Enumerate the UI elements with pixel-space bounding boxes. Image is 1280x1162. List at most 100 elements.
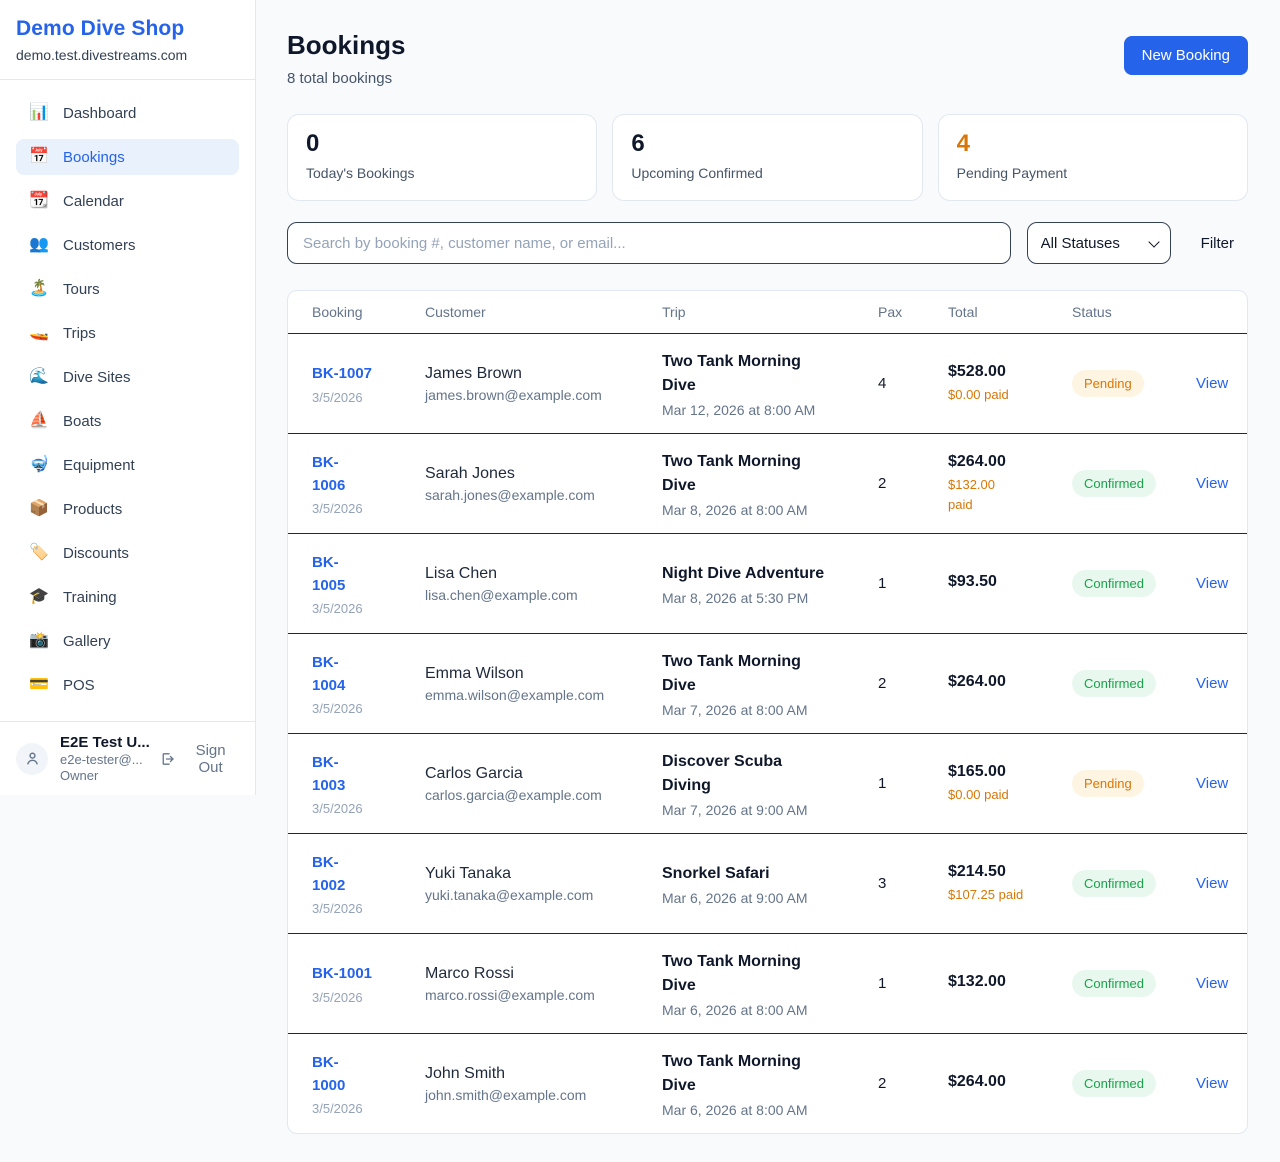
sidebar-item-pos[interactable]: 💳 POS xyxy=(16,667,239,703)
user-role: Owner xyxy=(60,768,99,783)
sidebar-item-training[interactable]: 🎓 Training xyxy=(16,579,239,615)
stat-card: 0 Today's Bookings xyxy=(287,114,598,201)
booking-date: 3/5/2026 xyxy=(312,1101,363,1117)
sidebar-item-bookings[interactable]: 📅 Bookings xyxy=(16,139,239,175)
customer-name: Carlos Garcia xyxy=(425,764,523,782)
status-select[interactable]: All Statuses xyxy=(1026,222,1171,264)
filter-button[interactable]: Filter xyxy=(1187,235,1248,252)
booking-number-link[interactable]: BK- 1006 xyxy=(312,453,346,494)
booking-date: 3/5/2026 xyxy=(312,501,363,517)
customer-email: lisa.chen@example.com xyxy=(425,586,578,603)
sidebar-item-tours[interactable]: 🏝️ Tours xyxy=(16,271,239,307)
stat-card: 4 Pending Payment xyxy=(937,114,1248,201)
sidebar-item-label: Bookings xyxy=(63,148,125,166)
booking-number-link[interactable]: BK- 1003 xyxy=(312,753,346,794)
sign-out-button[interactable]: Sign Out xyxy=(160,742,239,776)
stat-card: 6 Upcoming Confirmed xyxy=(612,114,923,201)
calendar-icon: 📆 xyxy=(29,192,49,209)
sidebar-item-dashboard[interactable]: 📊 Dashboard xyxy=(16,95,239,131)
table-row: BK- 1004 3/5/2026 Emma Wilson emma.wilso… xyxy=(288,633,1247,733)
customer-name: James Brown xyxy=(425,364,522,382)
table-row: BK- 1005 3/5/2026 Lisa Chen lisa.chen@ex… xyxy=(288,533,1247,633)
actions-cell: View xyxy=(1172,361,1247,406)
status-badge: Confirmed xyxy=(1072,570,1156,597)
booking-number-link[interactable]: BK- 1000 xyxy=(312,1053,346,1094)
sidebar-item-boats[interactable]: ⛵ Boats xyxy=(16,403,239,439)
view-link[interactable]: View xyxy=(1196,1075,1229,1092)
sidebar-item-dive-sites[interactable]: 🌊 Dive Sites xyxy=(16,359,239,395)
paid-amount: $0.00 paid xyxy=(948,786,1009,802)
customer-name: Lisa Chen xyxy=(425,564,498,582)
total-cell: $264.00 xyxy=(924,1059,1048,1109)
pax-cell: 1 xyxy=(878,975,887,992)
column-header-pax: Pax xyxy=(878,304,903,320)
customer-email: marco.rossi@example.com xyxy=(425,986,595,1003)
view-link[interactable]: View xyxy=(1196,575,1229,592)
pax-cell: 1 xyxy=(878,775,887,792)
total-cell: $165.00 $0.00 paid xyxy=(924,749,1048,819)
new-booking-button[interactable]: New Booking xyxy=(1123,36,1248,75)
view-link[interactable]: View xyxy=(1196,875,1229,892)
sidebar-item-trips[interactable]: 🚤 Trips xyxy=(16,315,239,351)
view-link[interactable]: View xyxy=(1196,375,1229,392)
sidebar-item-label: Equipment xyxy=(63,456,135,474)
customer-name: Emma Wilson xyxy=(425,664,524,682)
view-link[interactable]: View xyxy=(1196,675,1229,692)
view-link[interactable]: View xyxy=(1196,775,1229,792)
sidebar-item-gallery[interactable]: 📸 Gallery xyxy=(16,623,239,659)
customer-name: John Smith xyxy=(425,1064,506,1082)
user-meta: E2E Test U... e2e-tester@... Owner xyxy=(60,734,150,783)
sidebar-item-calendar[interactable]: 📆 Calendar xyxy=(16,183,239,219)
page-header: Bookings 8 total bookings New Booking xyxy=(287,30,1248,87)
booking-number-link[interactable]: BK-1001 xyxy=(312,965,373,983)
booking-number-link[interactable]: BK- 1004 xyxy=(312,653,346,694)
actions-cell: View xyxy=(1172,1061,1247,1106)
view-link[interactable]: View xyxy=(1196,975,1229,992)
table-row: BK- 1003 3/5/2026 Carlos Garcia carlos.g… xyxy=(288,733,1247,833)
island-icon: 🏝️ xyxy=(29,280,49,297)
sidebar-item-label: Customers xyxy=(63,236,136,254)
wave-icon: 🌊 xyxy=(29,368,49,385)
actions-cell: View xyxy=(1172,561,1247,606)
table-header-row: Booking Customer Trip Pax Total Status xyxy=(288,291,1247,333)
status-badge: Confirmed xyxy=(1072,970,1156,997)
status-cell: Confirmed xyxy=(1048,1056,1172,1111)
user-icon xyxy=(26,752,38,765)
bookings-table: Booking Customer Trip Pax Total Status B… xyxy=(287,290,1248,1134)
sidebar-item-label: Products xyxy=(63,500,123,518)
trip-datetime: Mar 8, 2026 at 8:00 AM xyxy=(662,501,808,518)
user-box: E2E Test U... e2e-tester@... Owner Sign … xyxy=(0,721,255,795)
trip-name: Two Tank Morning Dive xyxy=(662,352,801,394)
bar-chart-icon: 📊 xyxy=(29,104,49,121)
sidebar-item-label: Trips xyxy=(63,324,96,342)
booking-date: 3/5/2026 xyxy=(312,989,363,1005)
table-row: BK- 1000 3/5/2026 John Smith john.smith@… xyxy=(288,1033,1247,1133)
sailboat-icon: ⛵ xyxy=(29,412,49,429)
column-header-booking: Booking xyxy=(312,304,363,320)
booking-number-link[interactable]: BK- 1002 xyxy=(312,853,346,894)
booking-number-link[interactable]: BK-1007 xyxy=(312,365,373,383)
search-input[interactable] xyxy=(287,222,1011,264)
trip-datetime: Mar 6, 2026 at 8:00 AM xyxy=(662,1101,808,1118)
booking-date: 3/5/2026 xyxy=(312,389,363,405)
sidebar-item-products[interactable]: 📦 Products xyxy=(16,491,239,527)
sidebar-nav: 📊 Dashboard 📅 Bookings 📆 Calendar 👥 Cust… xyxy=(0,80,255,721)
trip-name: Two Tank Morning Dive xyxy=(662,1052,801,1094)
actions-cell: View xyxy=(1172,761,1247,806)
sidebar-item-discounts[interactable]: 🏷️ Discounts xyxy=(16,535,239,571)
camera-icon: 📸 xyxy=(29,632,49,649)
booking-number-link[interactable]: BK- 1005 xyxy=(312,553,346,594)
status-cell: Confirmed xyxy=(1048,456,1172,511)
booking-cell: BK- 1002 3/5/2026 xyxy=(288,837,401,931)
sidebar-item-equipment[interactable]: 🤿 Equipment xyxy=(16,447,239,483)
package-icon: 📦 xyxy=(29,500,49,517)
actions-cell: View xyxy=(1172,661,1247,706)
status-cell: Pending xyxy=(1048,356,1172,411)
booking-cell: BK-1007 3/5/2026 xyxy=(288,348,401,418)
sidebar-item-label: Tours xyxy=(63,280,100,298)
view-link[interactable]: View xyxy=(1196,475,1229,492)
customer-name: Marco Rossi xyxy=(425,964,514,982)
table-row: BK-1007 3/5/2026 James Brown james.brown… xyxy=(288,333,1247,433)
total-cell: $132.00 xyxy=(924,959,1048,1009)
sidebar-item-customers[interactable]: 👥 Customers xyxy=(16,227,239,263)
